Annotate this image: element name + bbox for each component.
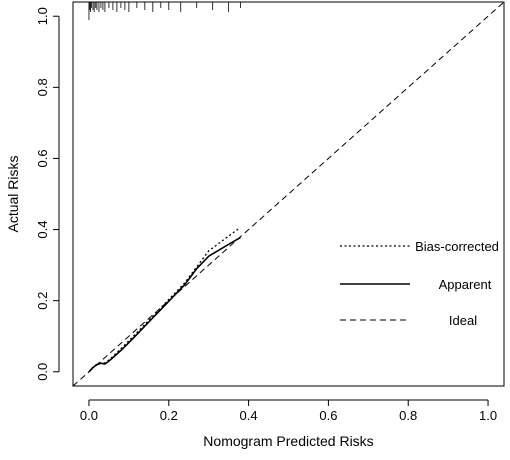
y-tick-label: 0.8 [35,78,50,96]
y-axis-label: Actual Risks [5,155,21,232]
legend-label: Apparent [439,277,492,292]
x-tick-label: 0.2 [160,408,178,423]
x-tick-label: 0.8 [399,408,417,423]
y-tick-label: 0.4 [35,221,50,239]
y-axis: 0.0 0.2 0.4 0.6 0.8 1.0 [35,7,60,381]
x-tick-label: 0.0 [80,408,98,423]
series-line-ideal [72,1,505,387]
series-line-bias-corrected [88,228,239,373]
x-tick-label: 0.6 [319,408,337,423]
rug-marks [88,2,242,20]
x-axis-label: Nomogram Predicted Risks [203,433,373,449]
y-tick-label: 0.2 [35,292,50,310]
series-lines [72,1,505,387]
x-axis: 0.0 0.2 0.4 0.6 0.8 1.0 [80,399,497,423]
legend-label: Ideal [449,313,477,328]
legend: Bias-corrected Apparent Ideal [340,239,499,328]
x-tick-label: 1.0 [479,408,497,423]
series-line-apparent [88,236,241,373]
x-tick-label: 0.4 [240,408,258,423]
y-tick-label: 1.0 [35,7,50,25]
legend-label: Bias-corrected [415,239,499,254]
y-tick-label: 0.0 [35,363,50,381]
plot-frame [72,1,505,387]
y-tick-label: 0.6 [35,149,50,167]
